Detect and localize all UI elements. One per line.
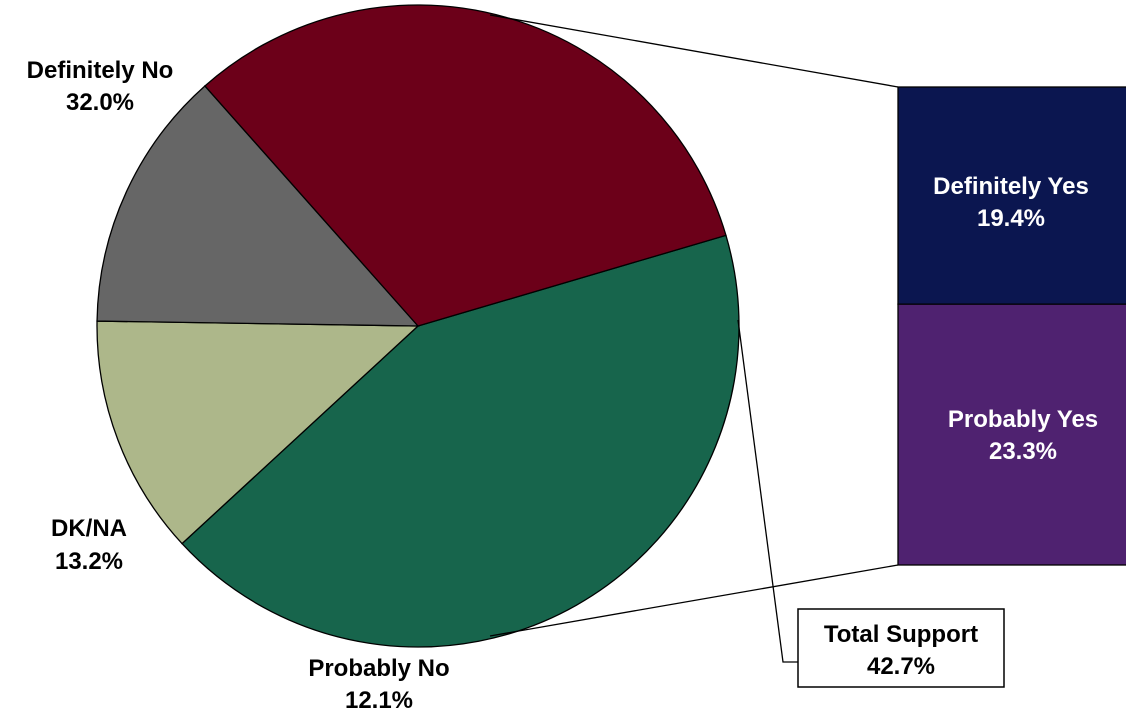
label-probably-yes-pct: 23.3% xyxy=(989,438,1057,465)
label-total-support-pct: 42.7% xyxy=(867,653,935,680)
bar-segment-definitely-yes xyxy=(897,86,1126,305)
label-probably-no-name: Probably No xyxy=(308,655,449,682)
label-probably-yes-name: Probably Yes xyxy=(948,406,1098,433)
pie-slice-dk-na xyxy=(96,85,420,327)
bar-segment-probably-yes xyxy=(897,303,1126,566)
label-dk-na-pct: 13.2% xyxy=(55,548,123,575)
pie-slice-probably-no xyxy=(96,320,420,545)
label-dk-na-name: DK/NA xyxy=(51,515,127,542)
label-probably-no-pct: 12.1% xyxy=(345,687,413,712)
total-support-leader-line xyxy=(737,319,798,663)
pie-slice-total-support xyxy=(181,234,740,648)
total-support-callout-box xyxy=(797,608,1005,688)
label-definitely-yes-name: Definitely Yes xyxy=(933,173,1089,200)
label-definitely-no-pct: 32.0% xyxy=(66,89,134,116)
label-definitely-yes-pct: 19.4% xyxy=(977,205,1045,232)
connector-line-bottom xyxy=(489,564,899,637)
pie xyxy=(96,4,740,648)
label-total-support-name: Total Support xyxy=(824,621,978,648)
connector-line-top xyxy=(489,14,899,88)
breakdown-bar xyxy=(897,86,1126,566)
label-definitely-no-name: Definitely No xyxy=(27,57,174,84)
